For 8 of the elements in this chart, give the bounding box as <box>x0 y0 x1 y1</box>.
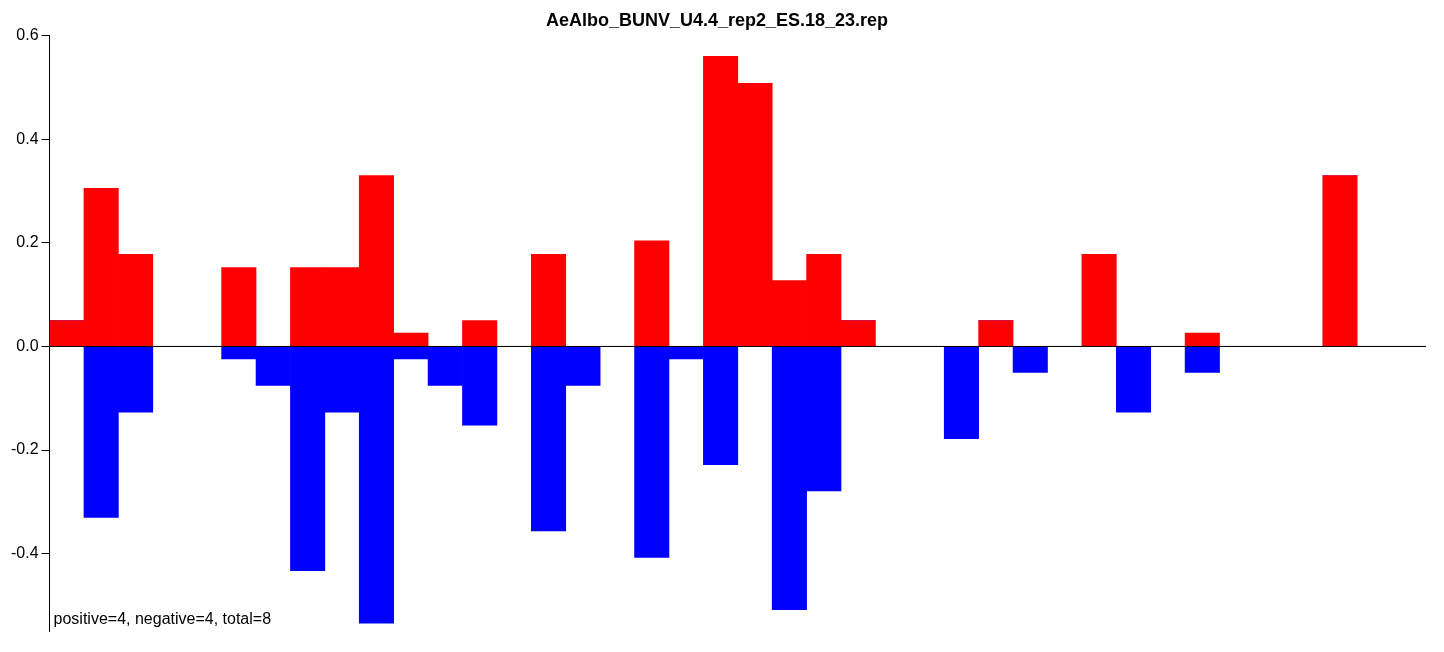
chart-title: AeAlbo_BUNV_U4.4_rep2_ES.18_23.rep <box>545 9 889 30</box>
y-tick-label: 0.4 <box>16 129 39 147</box>
y-tick-label: 0.2 <box>16 233 39 251</box>
y-tick-label: 0.6 <box>16 26 39 44</box>
annotation: positive=4, negative=4, total=8 <box>53 609 272 627</box>
y-tick-label: 0.0 <box>16 336 39 354</box>
y-tick-label: -0.2 <box>10 440 39 458</box>
y-tick-label: -0.4 <box>10 544 39 562</box>
